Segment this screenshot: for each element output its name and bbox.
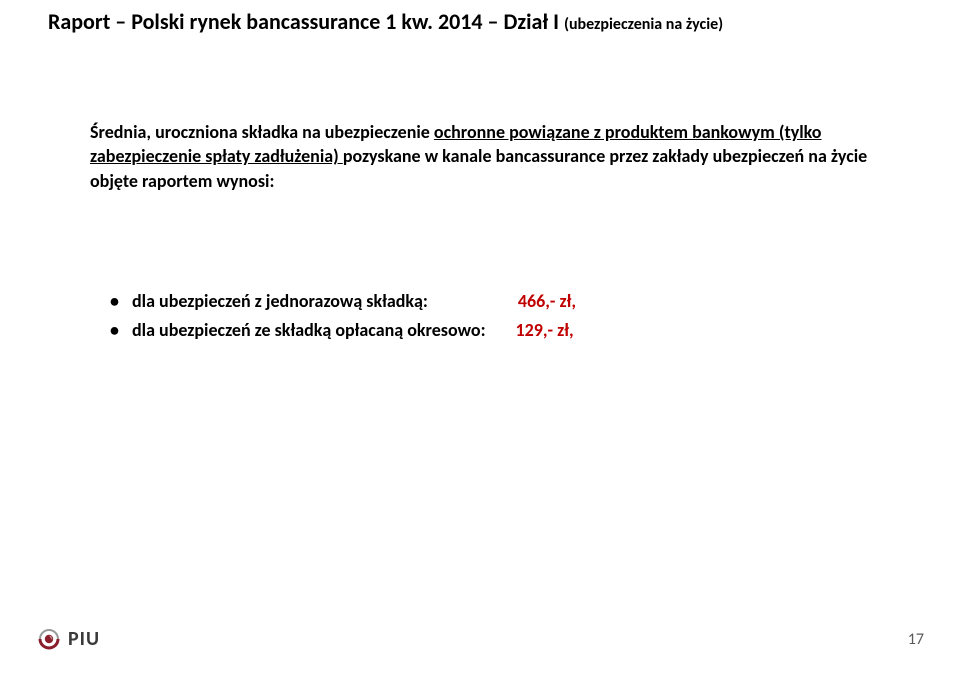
bullet-list: • dla ubezpieczeń z jednorazową składką:…	[110, 290, 890, 347]
logo-mark-icon	[36, 626, 62, 652]
logo-text: PIU	[68, 627, 100, 651]
bullet-value: 129,- zł,	[516, 319, 574, 341]
title-sub: (ubezpieczenia na życie)	[564, 15, 723, 34]
slide-footer: PIU 17	[0, 621, 960, 657]
list-item: • dla ubezpieczeń z jednorazową składką:…	[110, 290, 890, 313]
page-number: 17	[908, 630, 924, 649]
bullet-label: dla ubezpieczeń ze składką opłacaną okre…	[132, 319, 486, 341]
bullet-label: dla ubezpieczeń z jednorazową składką:	[132, 290, 428, 312]
list-item: • dla ubezpieczeń ze składką opłacaną ok…	[110, 319, 890, 342]
slide-page: Raport – Polski rynek bancassurance 1 kw…	[0, 0, 960, 675]
body-paragraph: Średnia, uroczniona składka na ubezpiecz…	[90, 120, 890, 193]
bullet-icon: •	[110, 320, 132, 342]
bullet-icon: •	[110, 291, 132, 313]
logo: PIU	[36, 626, 100, 652]
bullet-value: 466,- zł,	[518, 290, 576, 312]
page-title: Raport – Polski rynek bancassurance 1 kw…	[48, 8, 912, 35]
title-main: Raport – Polski rynek bancassurance 1 kw…	[48, 8, 564, 35]
para-pre: Średnia, uroczniona składka na ubezpiecz…	[90, 121, 434, 143]
